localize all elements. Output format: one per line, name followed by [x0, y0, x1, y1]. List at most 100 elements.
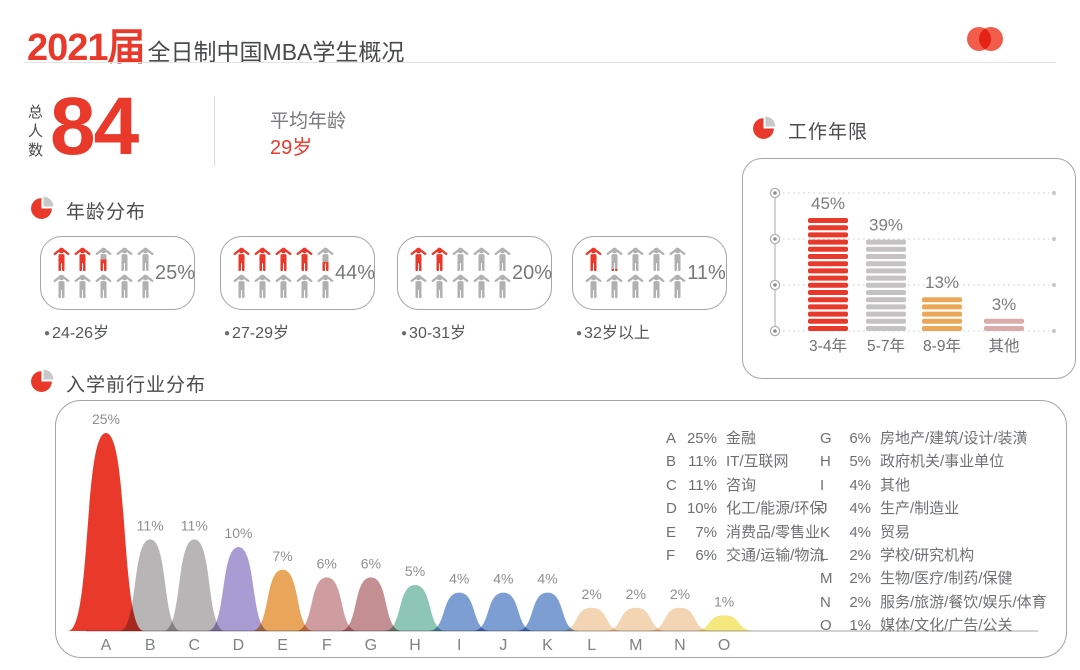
bar-stripe: [866, 311, 906, 317]
curve-value-label: 6%: [361, 555, 381, 571]
person-arms-up-icon: [253, 247, 272, 272]
dot-bullet: ●: [44, 328, 51, 339]
legend-name: 生物/医疗/制药/保健: [880, 570, 1013, 588]
summary-divider: [214, 96, 215, 166]
age-group-percent: 25%: [155, 261, 196, 284]
bar-stripe: [808, 254, 848, 259]
age-group: 44% ● 27-29岁: [220, 236, 375, 343]
person-arms-up-icon: [605, 247, 624, 272]
legend-row: F 6% 交通/运输/物流: [666, 544, 824, 567]
legend-percent: 4%: [849, 476, 871, 494]
total-count-value: 84: [50, 81, 139, 172]
curve-value-label: 7%: [272, 548, 292, 564]
bar-stripe: [922, 318, 962, 324]
people-icons-grid: [584, 247, 687, 299]
dot-bullet: ●: [401, 328, 408, 339]
age-group-label: ● 27-29岁: [224, 325, 289, 342]
dot-bullet: ●: [224, 328, 231, 339]
person-arms-up-icon: [73, 274, 92, 299]
bar-stripe: [866, 268, 906, 274]
curve-value-label: 4%: [537, 571, 557, 587]
bar-stripe: [866, 246, 906, 252]
legend-name: 咨询: [726, 476, 757, 494]
person-arms-up-icon: [626, 247, 645, 272]
legend-percent: 5%: [849, 453, 871, 471]
curve-category-label: K: [542, 637, 553, 654]
total-count-label: 总人数: [28, 104, 44, 159]
person-arms-up-icon: [451, 247, 470, 272]
bar-stripe: [808, 275, 848, 281]
header-divider: [25, 62, 1056, 63]
curve-category-label: J: [499, 637, 507, 654]
bell-curve: [68, 433, 144, 631]
bar-stripe: [866, 326, 906, 331]
bell-curve: [648, 607, 711, 631]
bar-category-label: 5-7年: [867, 337, 905, 355]
legend-row: B 11% IT/互联网: [666, 450, 824, 473]
person-arms-up-icon: [430, 274, 449, 299]
legend-name: 政府机关/事业单位: [880, 453, 1005, 471]
legend-row: M 2% 生物/医疗/制药/保健: [820, 567, 1047, 590]
legend-row: A 25% 金融: [666, 427, 824, 450]
person-arms-up-icon: [115, 247, 134, 272]
curve-value-label: 2%: [626, 586, 646, 602]
legend-name: 房地产/建筑/设计/装潢: [880, 430, 1028, 447]
curve-category-label: D: [233, 637, 245, 654]
curve-category-label: G: [365, 637, 377, 654]
legend-row: J 4% 生产/制造业: [820, 497, 1047, 520]
bar-stripe: [922, 311, 962, 317]
person-arms-up-icon: [493, 247, 512, 272]
legend-percent: 11%: [688, 453, 717, 471]
legend-name: 金融: [726, 430, 757, 447]
legend-name: 化工/能源/环保: [726, 500, 825, 518]
bar-stripe: [808, 326, 848, 331]
bar-category-label: 3-4年: [809, 337, 847, 355]
legend-letter: F: [666, 546, 676, 564]
person-arms-up-icon: [647, 274, 666, 299]
age-section-header: 年龄分布: [30, 195, 146, 225]
overlapping-circles-logo: [964, 24, 1006, 59]
curve-category-label: H: [409, 637, 421, 654]
curve-value-label: 11%: [181, 517, 208, 533]
curve-category-label: C: [189, 637, 201, 654]
legend-percent: 4%: [849, 500, 871, 518]
curve-category-label: B: [145, 637, 156, 654]
legend-percent: 11%: [688, 476, 717, 494]
age-section-title: 年龄分布: [66, 201, 147, 223]
bar-stripe: [808, 297, 848, 303]
bar-value-label: 45%: [811, 194, 845, 213]
curve-category-label: E: [277, 637, 288, 654]
industry-legend-column-1: A 25% 金融 B 11% IT/互联网 C 11% 咨询 D 10% 化工/能源/环保 E 7% 消费品…: [666, 427, 824, 567]
curve-category-label: O: [718, 637, 730, 654]
bell-curve: [428, 592, 491, 631]
gridline-end-dot: [1051, 282, 1057, 288]
person-arms-up-icon: [73, 247, 92, 272]
age-group: 11% ● 32岁以上: [572, 236, 727, 343]
bar-stripe: [808, 218, 848, 223]
industry-section-header: 入学前行业分布: [30, 368, 206, 398]
bar-value-label: 13%: [925, 273, 959, 292]
bar-stripe: [866, 275, 906, 281]
bar-stripe: [922, 326, 962, 331]
bar-stripe: [808, 268, 848, 274]
people-icons-grid: [52, 247, 155, 299]
people-icons-grid: [232, 247, 335, 299]
person-arms-up-icon: [274, 274, 293, 299]
bell-curve: [693, 615, 756, 631]
bell-curve: [516, 592, 579, 631]
bar-stripe: [866, 318, 906, 324]
bar-stripe: [808, 282, 848, 288]
legend-letter: M: [820, 570, 833, 588]
legend-letter: J: [820, 500, 828, 518]
bar-stripe: [866, 239, 906, 245]
curve-value-label: 11%: [137, 517, 164, 533]
legend-letter: C: [666, 476, 677, 494]
legend-percent: 2%: [849, 593, 871, 611]
person-arms-up-icon: [232, 274, 251, 299]
legend-row: I 4% 其他: [820, 474, 1047, 497]
legend-letter: A: [666, 430, 677, 447]
person-arms-up-icon: [605, 274, 624, 299]
person-arms-up-icon: [668, 274, 687, 299]
person-arms-up-icon: [52, 247, 71, 272]
person-arms-up-icon: [232, 247, 251, 272]
